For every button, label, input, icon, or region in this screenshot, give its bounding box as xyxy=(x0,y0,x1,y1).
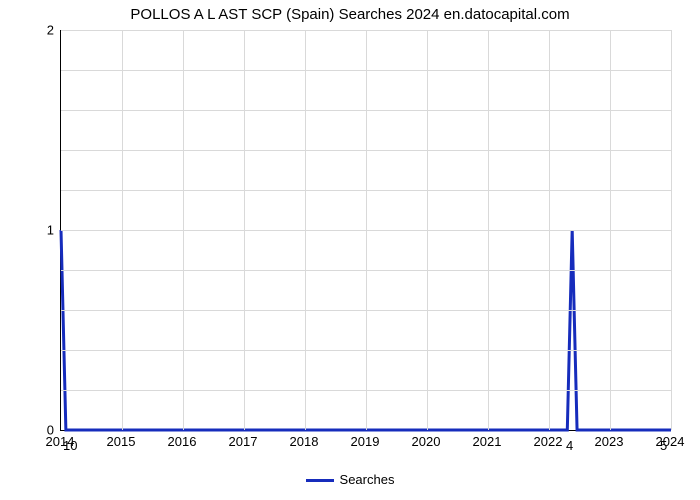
legend-swatch xyxy=(306,479,334,482)
x-tick-label: 2015 xyxy=(107,434,136,449)
chart-container: POLLOS A L AST SCP (Spain) Searches 2024… xyxy=(0,0,700,500)
x-tick-label: 2020 xyxy=(412,434,441,449)
x-tick-label: 2016 xyxy=(168,434,197,449)
gridline-horizontal xyxy=(61,190,671,191)
x-tick-label: 2023 xyxy=(595,434,624,449)
gridline-horizontal xyxy=(61,70,671,71)
gridline-horizontal xyxy=(61,230,671,231)
plot-area xyxy=(60,30,671,431)
y-tick-label: 1 xyxy=(47,223,54,238)
gridline-horizontal xyxy=(61,350,671,351)
x-tick-label: 2021 xyxy=(473,434,502,449)
gridline-horizontal xyxy=(61,390,671,391)
extra-label: 5 xyxy=(660,438,667,453)
x-tick-label: 2017 xyxy=(229,434,258,449)
extra-label: 10 xyxy=(63,438,77,453)
extra-label: 4 xyxy=(566,438,573,453)
x-tick-label: 2019 xyxy=(351,434,380,449)
gridline-horizontal xyxy=(61,310,671,311)
x-tick-label: 2022 xyxy=(534,434,563,449)
gridline-horizontal xyxy=(61,30,671,31)
legend: Searches xyxy=(0,472,700,487)
gridline-horizontal xyxy=(61,110,671,111)
chart-title: POLLOS A L AST SCP (Spain) Searches 2024… xyxy=(0,6,700,23)
gridline-vertical xyxy=(671,30,672,430)
x-tick-label: 2018 xyxy=(290,434,319,449)
gridline-horizontal xyxy=(61,150,671,151)
y-tick-label: 2 xyxy=(47,23,54,38)
gridline-horizontal xyxy=(61,270,671,271)
legend-label: Searches xyxy=(340,472,395,487)
